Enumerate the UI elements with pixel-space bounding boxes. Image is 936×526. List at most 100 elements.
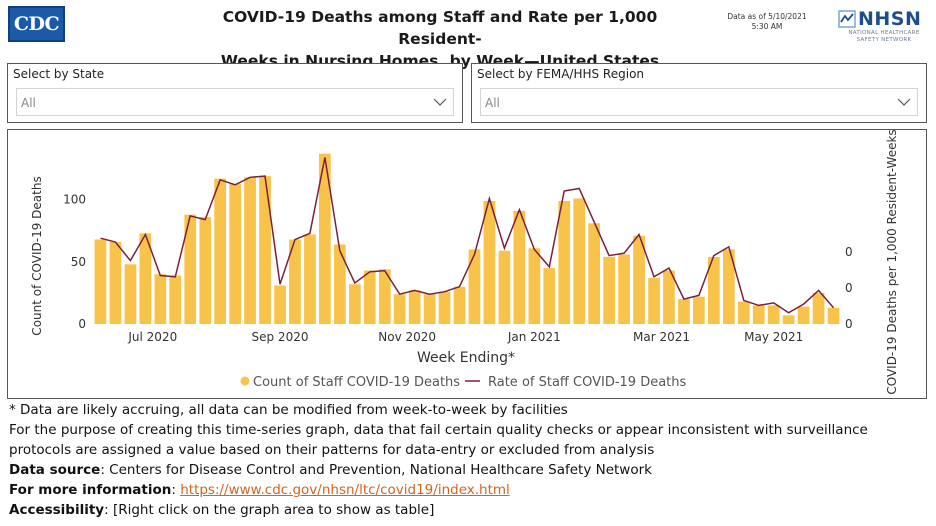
bar[interactable] (543, 268, 556, 324)
bar[interactable] (573, 198, 586, 325)
bar[interactable] (797, 306, 810, 324)
x-axis-ticks: Jul 2020 Sep 2020 Nov 2020 Jan 2021 Mar 2021… (127, 330, 803, 344)
state-dropdown-value: All (21, 96, 36, 110)
bar[interactable] (154, 274, 167, 324)
nhsn-wordmark: NHSN (858, 8, 922, 30)
bar[interactable] (558, 201, 571, 324)
bar[interactable] (663, 270, 675, 324)
chevron-down-icon (897, 98, 911, 106)
data-as-of-date: Data as of 5/10/2021 (727, 12, 807, 21)
bar[interactable] (124, 264, 137, 324)
y-axis-ticks: 0 50 100 (63, 193, 86, 331)
bar[interactable] (513, 210, 526, 324)
bar[interactable] (199, 217, 212, 324)
bar[interactable] (782, 315, 795, 324)
x-tick-label: Jul 2020 (127, 330, 177, 344)
info-sep: : (171, 482, 181, 498)
bar[interactable] (438, 291, 451, 324)
nhsn-subtitle-line1: NATIONAL HEALTHCARE (848, 30, 920, 36)
region-dropdown[interactable]: All (480, 88, 918, 116)
bar[interactable] (618, 254, 630, 324)
bar[interactable] (528, 248, 541, 324)
info-label: For more information (9, 482, 172, 498)
notes: * Data are likely accruing, all data can… (9, 400, 929, 520)
bar[interactable] (708, 256, 720, 324)
note-source: Data source: Centers for Disease Control… (9, 460, 929, 480)
bar[interactable] (109, 242, 122, 324)
bar[interactable] (184, 214, 197, 324)
header: CDC COVID-19 Deaths among Staff and Rate… (0, 0, 936, 70)
region-filter: Select by FEMA/HHS Region All (471, 63, 927, 123)
nhsn-mark-icon (838, 10, 856, 28)
bar[interactable] (274, 285, 286, 325)
cdc-logo: CDC (8, 6, 65, 42)
y2-axis-label: COVID-19 Deaths per 1,000 Resident-Weeks (885, 130, 899, 395)
bar[interactable] (737, 301, 750, 324)
region-filter-label: Select by FEMA/HHS Region (477, 67, 645, 81)
accessibility-text: : [Right click on the graph area to show… (104, 502, 435, 518)
y-axis-label: Count of COVID-19 Deaths (30, 176, 44, 335)
x-tick-label: Mar 2021 (633, 330, 690, 344)
x-tick-label: May 2021 (744, 330, 803, 344)
y2-tick-label: 0 (845, 317, 853, 331)
bar[interactable] (349, 284, 361, 324)
bar[interactable] (678, 299, 690, 324)
accessibility-label: Accessibility (9, 502, 105, 518)
bar[interactable] (289, 239, 301, 325)
data-as-of-time: 5:30 AM (751, 22, 783, 31)
legend-bars-marker (240, 376, 250, 386)
source-label: Data source (9, 462, 101, 478)
bar[interactable] (169, 275, 182, 325)
note-quality-2: protocols are assigned a value based on … (9, 442, 655, 458)
bar[interactable] (453, 286, 466, 324)
bar[interactable] (408, 290, 421, 324)
bar[interactable] (827, 307, 840, 324)
bar[interactable] (693, 296, 705, 324)
state-dropdown[interactable]: All (16, 88, 454, 116)
bar[interactable] (244, 177, 256, 324)
bar[interactable] (304, 234, 316, 325)
bar[interactable] (498, 250, 511, 324)
line-group (100, 157, 835, 314)
note-accessibility: Accessibility: [Right click on the graph… (9, 500, 929, 520)
rate-line[interactable] (100, 157, 835, 314)
state-filter: Select by State All (7, 63, 463, 123)
bar[interactable] (423, 294, 436, 324)
y-tick-label: 100 (63, 193, 86, 207)
nhsn-subtitle-line2: SAFETY NETWORK (856, 36, 912, 43)
bar[interactable] (363, 270, 376, 324)
bar[interactable] (483, 201, 496, 324)
y2-tick-label: 0 (845, 245, 853, 259)
bar[interactable] (94, 239, 107, 325)
y-tick-label: 50 (71, 255, 86, 269)
bar[interactable] (214, 178, 226, 324)
bars-group (94, 153, 840, 325)
note-quality-1: For the purpose of creating this time-se… (9, 422, 868, 438)
bar[interactable] (812, 292, 825, 324)
source-text: : Centers for Disease Control and Preven… (100, 462, 652, 478)
bar[interactable] (633, 235, 645, 324)
bar[interactable] (468, 249, 481, 324)
bar[interactable] (588, 223, 600, 324)
bar[interactable] (603, 256, 615, 324)
note-accruing: * Data are likely accruing, all data can… (9, 402, 568, 418)
bar[interactable] (319, 153, 331, 324)
chart-area[interactable]: 0 50 100 0 0 0 Jul 2020 Sep 2020 Nov 2020 Jan 2… (7, 129, 927, 399)
x-axis-label: Week Ending* (417, 350, 515, 366)
bar[interactable] (767, 305, 780, 324)
bar[interactable] (723, 249, 735, 324)
bar[interactable] (648, 278, 660, 324)
x-tick-label: Jan 2021 (507, 330, 561, 344)
bar[interactable] (393, 294, 406, 324)
bar[interactable] (752, 305, 765, 324)
bar[interactable] (139, 233, 152, 324)
y2-tick-label: 0 (845, 281, 853, 295)
bar[interactable] (229, 183, 241, 324)
bar[interactable] (334, 244, 346, 325)
bar[interactable] (378, 269, 391, 324)
info-link[interactable]: https://www.cdc.gov/nhsn/ltc/covid19/ind… (180, 482, 510, 498)
bar[interactable] (259, 176, 271, 324)
chart-svg[interactable]: 0 50 100 0 0 0 Jul 2020 Sep 2020 Nov 2020 Jan 2… (8, 129, 926, 398)
data-as-of: Data as of 5/10/2021 5:30 AM (712, 12, 822, 32)
legend-bars-label: Count of Staff COVID-19 Deaths (253, 375, 460, 390)
